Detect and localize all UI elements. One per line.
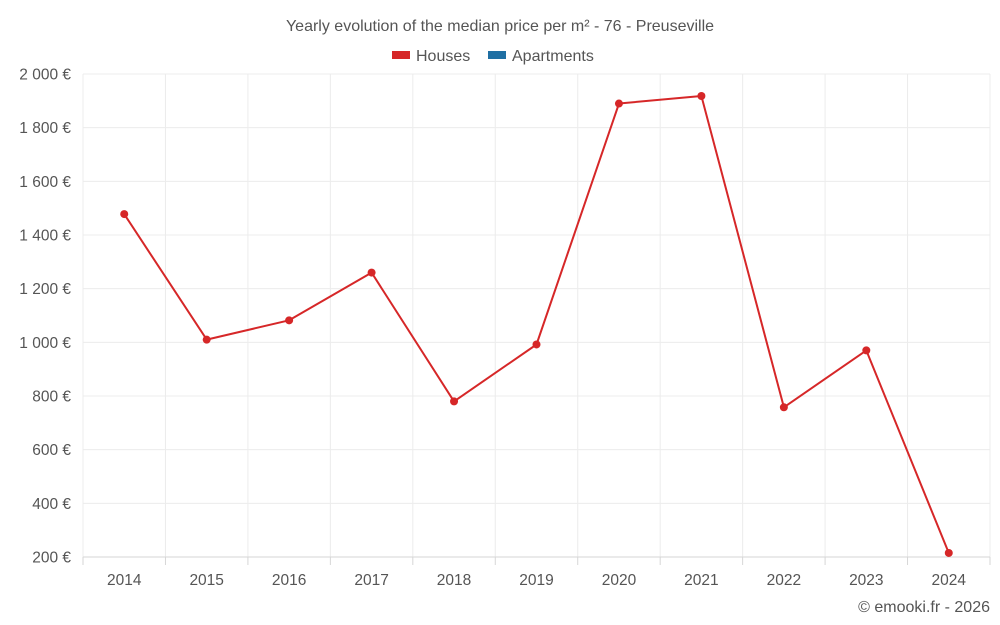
x-tick-label: 2018: [437, 572, 471, 589]
y-tick-label: 400 €: [32, 496, 71, 513]
copyright-text: © emooki.fr - 2026: [858, 599, 990, 616]
data-point-houses[interactable]: [944, 548, 953, 557]
legend-swatch-apartments: [488, 51, 506, 59]
y-tick-label: 2 000 €: [19, 67, 71, 84]
y-tick-label: 200 €: [32, 550, 71, 567]
x-tick-label: 2014: [107, 572, 142, 589]
x-tick-label: 2022: [767, 572, 801, 589]
x-tick-label: 2016: [272, 572, 306, 589]
data-point-houses[interactable]: [450, 397, 459, 406]
y-tick-label: 1 600 €: [19, 174, 71, 191]
data-point-houses[interactable]: [120, 210, 129, 219]
data-point-houses[interactable]: [367, 268, 376, 277]
data-point-houses[interactable]: [285, 316, 294, 325]
x-tick-label: 2015: [189, 572, 223, 589]
legend-swatch-houses: [392, 51, 410, 59]
legend-item-houses[interactable]: Houses: [392, 48, 470, 65]
y-tick-label: 1 200 €: [19, 281, 71, 298]
y-tick-label: 600 €: [32, 442, 71, 459]
x-tick-label: 2023: [849, 572, 883, 589]
data-point-houses[interactable]: [532, 340, 541, 349]
x-tick-label: 2019: [519, 572, 553, 589]
axes: 200 € 400 € 600 € 800 € 1 000 € 1 200 € 1 400 …: [19, 67, 991, 589]
y-tick-label: 1 400 €: [19, 228, 71, 245]
y-tick-label: 1 800 €: [19, 120, 71, 137]
y-tick-label: 800 €: [32, 389, 71, 406]
data-point-houses[interactable]: [779, 403, 788, 412]
x-tick-label: 2017: [354, 572, 388, 589]
x-tick-label: 2021: [684, 572, 718, 589]
y-tick-label: 1 000 €: [19, 335, 71, 352]
legend-label-apartments: Apartments: [512, 48, 594, 65]
legend-label-houses: Houses: [416, 48, 470, 65]
legend-item-apartments[interactable]: Apartments: [488, 48, 594, 65]
data-point-houses[interactable]: [202, 335, 211, 344]
chart-title: Yearly evolution of the median price per…: [286, 18, 714, 35]
x-tick-label: 2024: [932, 572, 967, 589]
plot-series: [120, 92, 953, 557]
legend: Houses Apartments: [392, 48, 594, 65]
data-point-houses[interactable]: [614, 99, 623, 108]
data-point-houses[interactable]: [697, 92, 706, 101]
grid: [82, 73, 991, 557]
x-tick-label: 2020: [602, 572, 637, 589]
data-point-houses[interactable]: [862, 346, 871, 355]
